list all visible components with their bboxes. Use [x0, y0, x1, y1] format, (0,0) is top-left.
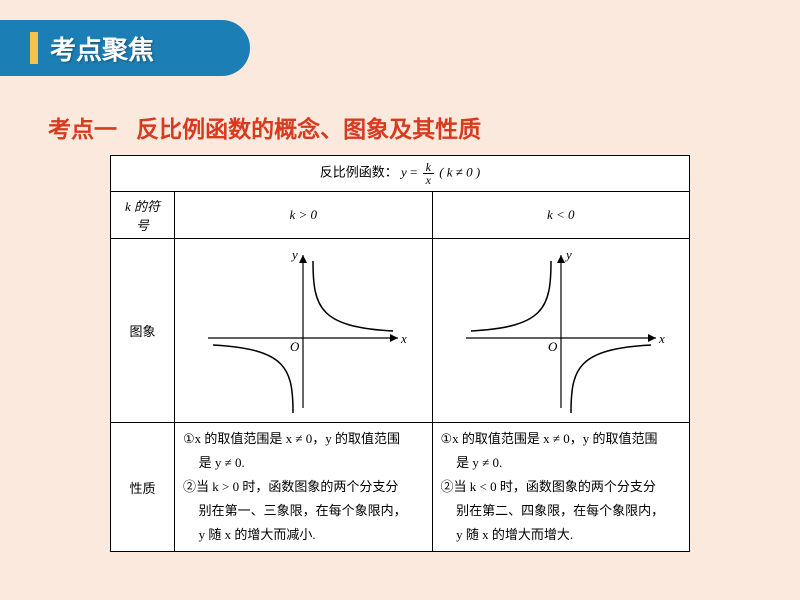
formula-den: x — [423, 174, 434, 186]
col-header-pos: k > 0 — [175, 192, 433, 239]
prop-pos-line1b: 是 y ≠ 0. — [183, 451, 424, 475]
prop-cell-pos: ①x 的取值范围是 x ≠ 0，y 的取值范围 是 y ≠ 0. ②当 k > … — [175, 423, 433, 552]
topic-line: 考点一 反比例函数的概念、图象及其性质 — [48, 110, 481, 144]
svg-text:y: y — [564, 247, 572, 262]
prop-pos-line2b: 别在第一、三象限，在每个象限内， — [183, 499, 424, 523]
svg-text:O: O — [290, 339, 300, 354]
prop-neg-line1a: ①x 的取值范围是 x ≠ 0，y 的取值范围 — [441, 427, 682, 451]
formula-cond: ( k ≠ 0 ) — [439, 164, 480, 179]
prop-pos-line2a: ②当 k > 0 时，函数图象的两个分支分 — [183, 475, 424, 499]
svg-text:O: O — [548, 339, 558, 354]
header-title: 考点聚焦 — [50, 30, 154, 67]
svg-text:y: y — [290, 247, 298, 262]
topic-text: 反比例函数的概念、图象及其性质 — [136, 116, 481, 142]
prop-neg-line2b: 别在第二、四象限，在每个象限内， — [441, 499, 682, 523]
formula-y: y — [401, 164, 407, 179]
formula-fraction: k x — [423, 161, 434, 186]
formula-prefix: 反比例函数： — [320, 164, 398, 179]
svg-text:x: x — [400, 331, 407, 346]
prop-pos-line1a: ①x 的取值范围是 x ≠ 0，y 的取值范围 — [183, 427, 424, 451]
formula-cell: 反比例函数： y = k x ( k ≠ 0 ) — [111, 156, 690, 192]
prop-neg-line2a: ②当 k < 0 时，函数图象的两个分支分 — [441, 475, 682, 499]
graph-pos: x y O — [188, 243, 418, 418]
graph-cell-pos: x y O — [175, 239, 433, 423]
formula-eq: = — [410, 164, 417, 179]
svg-text:x: x — [658, 331, 665, 346]
graph-neg: x y O — [446, 243, 676, 418]
row-label-sign: k 的符号 — [111, 192, 175, 239]
row-label-prop: 性质 — [111, 423, 175, 552]
prop-cell-neg: ①x 的取值范围是 x ≠ 0，y 的取值范围 是 y ≠ 0. ②当 k < … — [432, 423, 690, 552]
prop-neg-line1b: 是 y ≠ 0. — [441, 451, 682, 475]
col-header-neg: k < 0 — [432, 192, 690, 239]
prop-neg-line2c: y 随 x 的增大而增大. — [441, 523, 682, 547]
header-accent — [30, 32, 38, 64]
prop-pos-line2c: y 随 x 的增大而减小. — [183, 523, 424, 547]
concept-table: 反比例函数： y = k x ( k ≠ 0 ) k 的符号 k > 0 k <… — [110, 155, 690, 552]
topic-label: 考点一 — [48, 116, 117, 142]
header-bar: 考点聚焦 — [0, 20, 250, 76]
graph-cell-neg: x y O — [432, 239, 690, 423]
row-label-graph: 图象 — [111, 239, 175, 423]
